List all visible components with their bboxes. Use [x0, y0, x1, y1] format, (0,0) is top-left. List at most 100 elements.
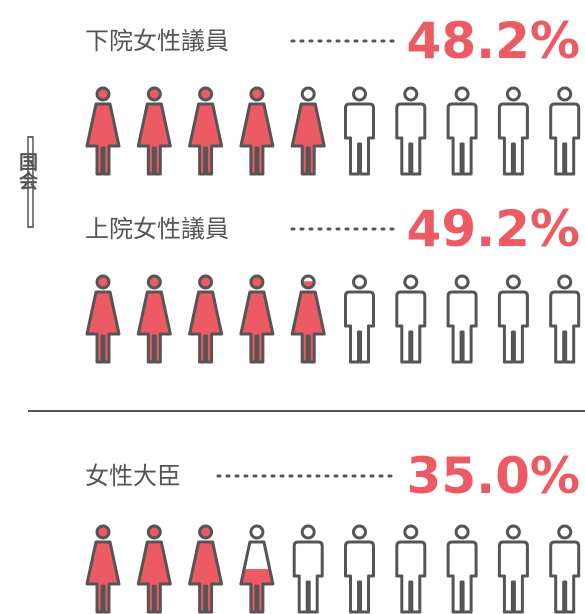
icon-outline [85, 102, 121, 176]
icon-outline [446, 102, 478, 176]
icon-head [505, 86, 521, 102]
icon-head [249, 524, 265, 540]
icon-outline [549, 102, 581, 176]
icon-fill [240, 104, 273, 174]
icon-outline [344, 290, 375, 364]
icon-head [95, 524, 111, 540]
icon-head-fill [148, 526, 161, 538]
icon-head [403, 86, 419, 102]
person-icon [497, 86, 529, 176]
icon-fill [87, 104, 119, 174]
icon-outline [290, 290, 326, 364]
person-icon [446, 274, 478, 364]
value-label: 48.2% [407, 12, 580, 70]
icon-head [557, 274, 573, 290]
person-icon [136, 274, 172, 364]
person-icon [188, 274, 224, 364]
value-label: 49.2% [407, 200, 580, 258]
icon-fill [240, 569, 273, 612]
icon-head [249, 274, 265, 290]
person-icon [136, 86, 172, 176]
icon-head [146, 274, 162, 290]
icon-outline [136, 540, 172, 614]
person-icon [549, 86, 581, 176]
person-icon [549, 524, 581, 614]
icon-head [300, 524, 316, 540]
icon-outline [497, 540, 529, 614]
icon-head [198, 524, 214, 540]
person-icon [188, 524, 224, 614]
person-icon [85, 524, 121, 614]
icon-outline [395, 540, 427, 614]
icon-fill [138, 542, 171, 612]
icon-outline [290, 102, 326, 176]
icon-outline [344, 102, 375, 176]
person-icon [85, 86, 121, 176]
icon-outline [292, 540, 324, 614]
icon-fill [292, 104, 325, 174]
person-icon [344, 524, 375, 614]
icon-head [454, 274, 470, 290]
icon-head [352, 524, 367, 540]
person-icon [395, 86, 427, 176]
person-icon [497, 274, 529, 364]
person-icon [549, 274, 581, 364]
icon-outline [446, 540, 478, 614]
icon-head [95, 86, 111, 102]
icon-outline [136, 102, 172, 176]
icon-head [352, 86, 367, 102]
icon-head [454, 86, 470, 102]
icon-head [505, 274, 521, 290]
side-label: 国会 [16, 152, 38, 191]
person-icon [290, 86, 326, 176]
icon-fill [189, 104, 222, 174]
icon-head [249, 86, 265, 102]
icon-outline [188, 290, 224, 364]
icon-head [403, 524, 419, 540]
icon-head-fill [250, 276, 263, 288]
icon-outline [549, 540, 581, 614]
icon-head-fill [97, 526, 109, 538]
icon-head-fill [148, 88, 161, 100]
icon-head [198, 274, 214, 290]
person-icon [290, 274, 326, 364]
icon-head [300, 86, 316, 102]
icon-head [403, 274, 419, 290]
person-icon [239, 524, 275, 614]
row-label: 上院女性議員 [85, 215, 229, 243]
icon-fill [87, 292, 119, 362]
icon-head-fill [97, 276, 109, 288]
person-icon [136, 524, 172, 614]
icon-outline [395, 290, 427, 364]
row-label: 女性大臣 [85, 462, 181, 490]
icon-outline [85, 540, 121, 614]
icon-outline [188, 540, 224, 614]
icon-head [557, 524, 573, 540]
icon-outline [136, 290, 172, 364]
icon-outline [344, 540, 375, 614]
person-icon [497, 524, 529, 614]
icon-head [505, 524, 521, 540]
icon-fill [87, 542, 119, 612]
icon-head [146, 524, 162, 540]
icon-fill [189, 292, 222, 362]
person-icon [344, 86, 375, 176]
icon-fill [292, 292, 325, 362]
person-icon [446, 524, 478, 614]
person-icon [239, 86, 275, 176]
icon-outline [239, 290, 275, 364]
icon-fill [138, 292, 171, 362]
icon-outline [549, 290, 581, 364]
icon-outline [239, 540, 275, 614]
icon-head [300, 274, 316, 290]
icon-head-fill [148, 276, 161, 288]
icon-head [198, 86, 214, 102]
icon-outline [497, 102, 529, 176]
icon-outline [239, 102, 275, 176]
icon-head [352, 274, 367, 290]
icon-head [146, 86, 162, 102]
icon-head-fill [199, 88, 212, 100]
person-icon [239, 274, 275, 364]
icon-head-fill [199, 276, 212, 288]
